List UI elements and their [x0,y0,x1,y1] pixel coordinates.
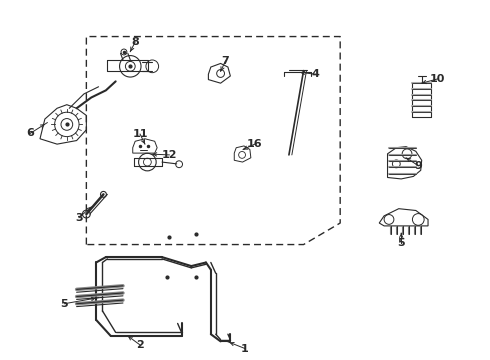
Text: 3: 3 [75,213,83,222]
Text: 5: 5 [397,238,405,248]
Text: 8: 8 [131,37,139,47]
Text: 10: 10 [430,74,445,84]
Text: 6: 6 [26,129,34,138]
Text: 9: 9 [415,161,422,171]
Text: 11: 11 [132,129,148,139]
Text: 5: 5 [61,299,68,309]
Text: 12: 12 [162,150,177,160]
Text: 7: 7 [221,56,229,66]
Text: 1: 1 [241,343,249,354]
Text: 4: 4 [312,69,319,79]
Text: 16: 16 [247,139,263,149]
Text: 2: 2 [136,340,144,350]
